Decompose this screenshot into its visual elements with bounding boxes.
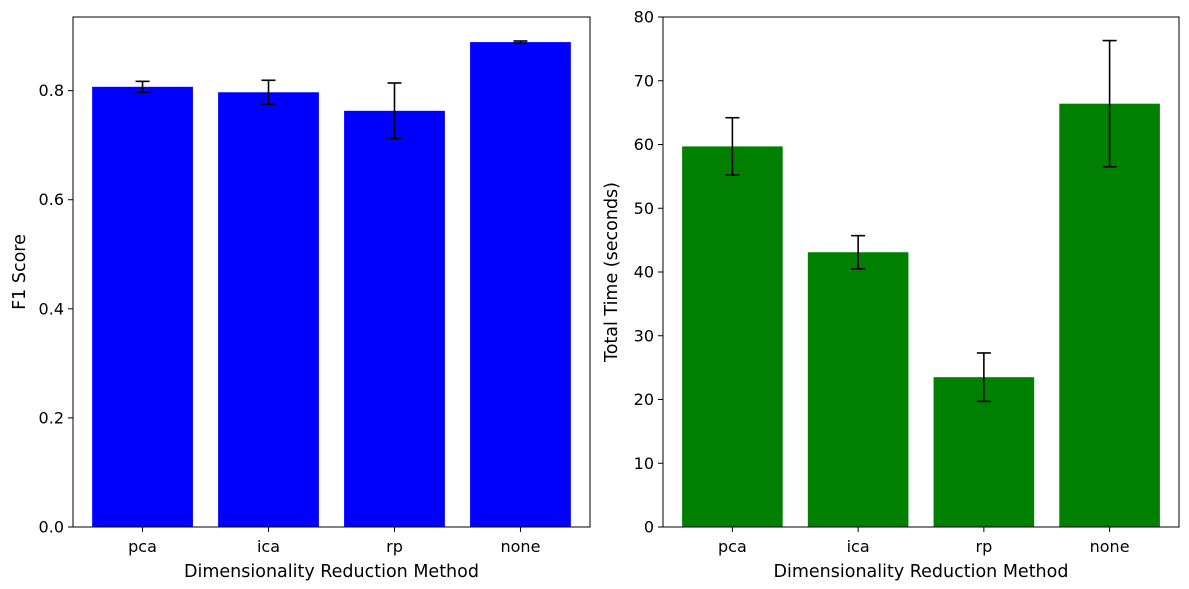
bar-none bbox=[1059, 103, 1160, 527]
error-bar-pca bbox=[725, 116, 740, 176]
bar-pca bbox=[92, 86, 193, 528]
y-axis-label: F1 Score bbox=[10, 234, 30, 310]
error-bar-none bbox=[513, 40, 528, 44]
x-tick-label-ica: ica bbox=[257, 537, 280, 556]
bar-pca bbox=[682, 146, 783, 527]
y-tick-label: 0.8 bbox=[39, 81, 64, 100]
error-bar-ica bbox=[851, 234, 866, 270]
x-tick-label-none: none bbox=[501, 537, 541, 556]
bar-ica bbox=[807, 252, 909, 528]
y-tick-label: 50 bbox=[634, 199, 654, 218]
y-tick-label: 30 bbox=[634, 326, 654, 345]
x-tick-label-pca: pca bbox=[128, 537, 157, 556]
y-tick-label: 40 bbox=[634, 263, 654, 282]
x-tick-label-none: none bbox=[1090, 537, 1130, 556]
y-tick-label: 60 bbox=[634, 135, 654, 154]
y-tick-label: 0.0 bbox=[39, 518, 64, 537]
chart-panel-1: 0.0 0.2 0.4 0.6 0.8 pca ica rp none Dimensionalit… bbox=[10, 16, 591, 582]
y-tick-label: 0.4 bbox=[39, 299, 64, 318]
error-bar-rp bbox=[976, 352, 991, 403]
error-bar-ica bbox=[261, 79, 276, 106]
y-tick-label: 0.6 bbox=[39, 190, 64, 209]
bar-rp bbox=[344, 110, 445, 528]
x-tick-label-rp: rp bbox=[386, 537, 403, 556]
axes-frame bbox=[72, 16, 591, 528]
y-tick-label: 80 bbox=[634, 8, 654, 27]
x-axis-label: Dimensionality Reduction Method bbox=[774, 562, 1069, 582]
y-tick-label: 70 bbox=[634, 71, 654, 90]
x-axis-label: Dimensionality Reduction Method bbox=[184, 562, 479, 582]
y-tick-label: 20 bbox=[634, 390, 654, 409]
error-bar-pca bbox=[135, 80, 150, 94]
y-tick-label: 0.2 bbox=[39, 408, 64, 427]
bar-none bbox=[470, 42, 571, 527]
x-tick-label-rp: rp bbox=[975, 537, 992, 556]
chart-panel-2: 0 10 20 30 40 50 60 70 80 pca ica rp none Dimensional… bbox=[602, 8, 1180, 582]
x-tick-label-pca: pca bbox=[718, 537, 747, 556]
y-tick-label: 0 bbox=[644, 518, 654, 537]
bar-ica bbox=[218, 92, 319, 527]
y-tick-label: 10 bbox=[634, 454, 654, 473]
error-bar-rp bbox=[387, 82, 402, 140]
error-bar-none bbox=[1102, 39, 1117, 168]
x-tick-label-ica: ica bbox=[847, 537, 870, 556]
y-axis-label: Total Time (seconds) bbox=[602, 182, 622, 363]
